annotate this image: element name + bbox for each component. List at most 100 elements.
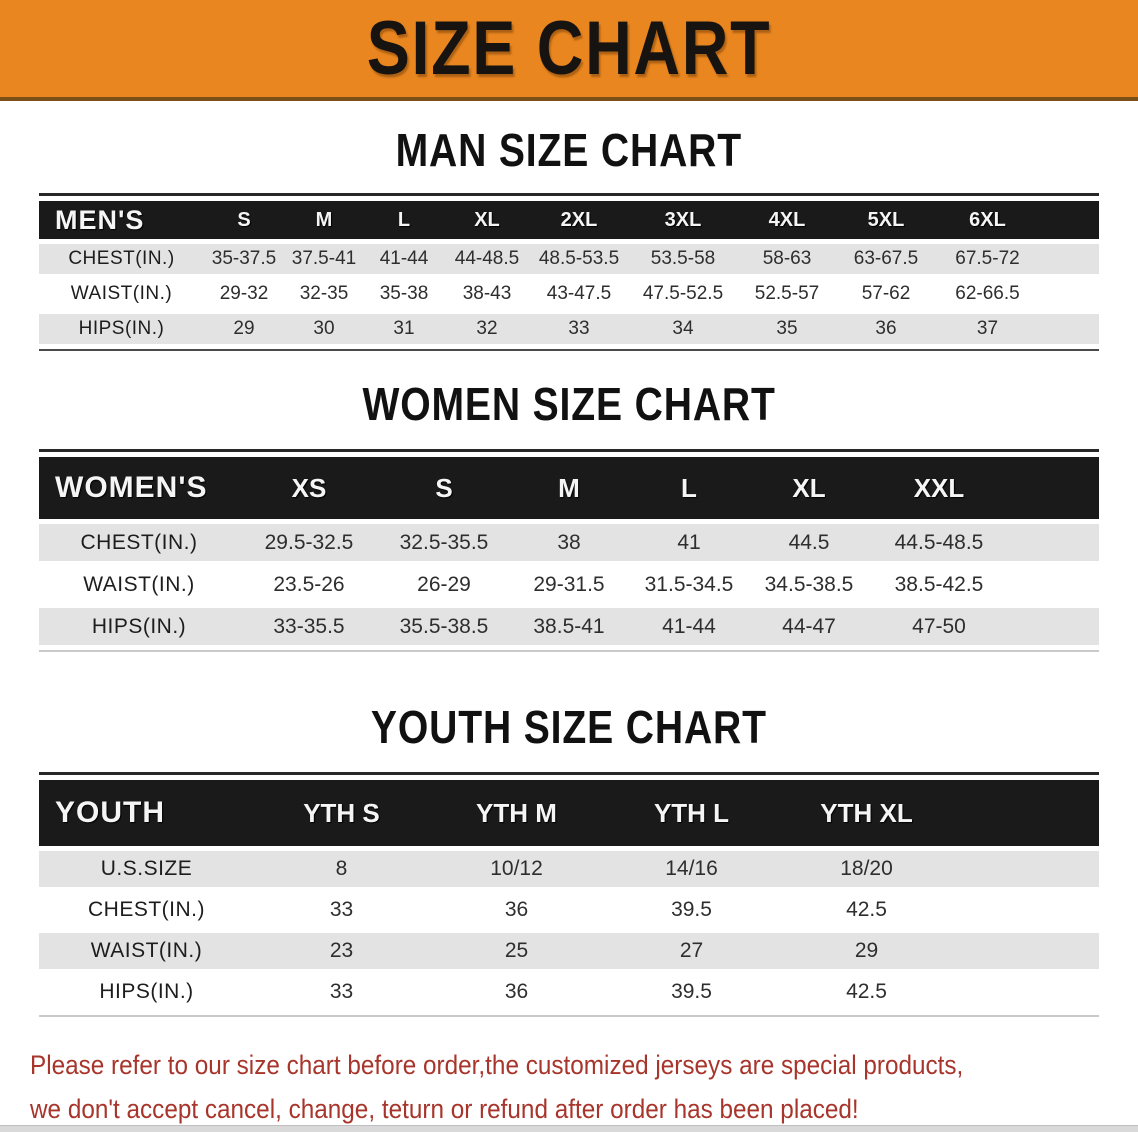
column-header: XL xyxy=(749,457,869,519)
row-label: U.S.SIZE xyxy=(39,851,254,887)
size-cell: 34.5-38.5 xyxy=(764,572,854,596)
size-cell: 67.5-72 xyxy=(936,244,1039,274)
header-filler xyxy=(1009,457,1099,519)
row-label: WAIST(IN.) xyxy=(70,283,173,304)
table-row: HIPS(IN.) 33-35.5 35.5-38.5 38.5-41 41-44 44-… xyxy=(39,608,1099,645)
size-cell: 63-67.5 xyxy=(836,244,936,274)
size-cell: 47.5-52.5 xyxy=(642,283,724,304)
table-top-border xyxy=(39,772,1099,775)
size-cell: 42.5 xyxy=(846,898,887,921)
size-cell: 44-47 xyxy=(749,608,869,645)
size-cell: 29-32 xyxy=(219,283,269,304)
size-cell: 26-29 xyxy=(417,572,471,596)
header-filler xyxy=(1039,201,1099,239)
size-cell: 33 xyxy=(530,314,628,344)
size-cell: 47-50 xyxy=(869,608,1009,645)
table-corner-label: MEN'S xyxy=(39,201,204,239)
banner-edge xyxy=(0,97,1138,101)
size-cell: 53.5-58 xyxy=(628,244,738,274)
row-label: WAIST(IN.) xyxy=(39,933,254,969)
size-cell: 39.5 xyxy=(671,980,712,1003)
size-cell: 38.5-42.5 xyxy=(894,572,984,596)
table-header-row: WOMEN'S XS S M L XL XXL xyxy=(39,457,1099,519)
notice-line-2: we don't accept cancel, change, teturn o… xyxy=(30,1094,859,1124)
table-row: WAIST(IN.) 29-32 32-35 35-38 38-43 43-47.5 47.… xyxy=(39,279,1099,309)
size-cell: 58-63 xyxy=(738,244,836,274)
column-header: YTH S xyxy=(254,780,429,846)
table-row: U.S.SIZE 8 10/12 14/16 18/20 xyxy=(39,851,1099,887)
banner: SIZE CHART xyxy=(0,0,1138,97)
size-cell: 44.5 xyxy=(749,524,869,561)
size-cell: 41-44 xyxy=(364,244,444,274)
table-row: WAIST(IN.) 23 25 27 29 xyxy=(39,933,1099,969)
column-header: 2XL xyxy=(530,201,628,239)
size-cell: 39.5 xyxy=(671,898,712,921)
column-header: XL xyxy=(444,201,530,239)
size-cell: 34 xyxy=(628,314,738,344)
header-filler xyxy=(954,780,1099,846)
size-cell: 38-43 xyxy=(462,283,512,304)
size-cell: 62-66.5 xyxy=(955,283,1020,304)
row-filler xyxy=(1039,244,1099,274)
row-filler xyxy=(954,974,1099,1010)
column-header: S xyxy=(204,201,284,239)
column-header: L xyxy=(364,201,444,239)
row-label: CHEST(IN.) xyxy=(39,244,204,274)
row-filler xyxy=(954,851,1099,887)
size-cell: 57-62 xyxy=(861,283,911,304)
row-label: HIPS(IN.) xyxy=(39,314,204,344)
section-title-men: MAN SIZE CHART xyxy=(395,124,743,176)
notice: Please refer to our size chart before or… xyxy=(30,1043,1138,1131)
size-cell: 33 xyxy=(329,898,354,921)
size-cell: 41 xyxy=(629,524,749,561)
women-size-table: WOMEN'S XS S M L XL XXL CHEST(IN.) 29.5-32.5 32.5… xyxy=(39,452,1099,650)
column-header: S xyxy=(379,457,509,519)
size-cell: 38 xyxy=(509,524,629,561)
youth-size-table-wrap: YOUTH YTH S YTH M YTH L YTH XL U.S.SIZE 8 10/12… xyxy=(39,772,1099,1017)
table-bottom-border xyxy=(39,349,1099,351)
column-header: 3XL xyxy=(628,201,738,239)
row-filler xyxy=(954,892,1099,928)
table-row: CHEST(IN.) 33 36 39.5 42.5 xyxy=(39,892,1099,928)
row-label: CHEST(IN.) xyxy=(88,898,205,921)
youth-size-table: YOUTH YTH S YTH M YTH L YTH XL U.S.SIZE 8 10/12… xyxy=(39,775,1099,1015)
size-cell: 29 xyxy=(204,314,284,344)
size-cell: 29 xyxy=(779,933,954,969)
size-cell: 27 xyxy=(604,933,779,969)
size-cell: 35 xyxy=(738,314,836,344)
size-cell: 10/12 xyxy=(429,851,604,887)
table-header-row: YOUTH YTH S YTH M YTH L YTH XL xyxy=(39,780,1099,846)
notice-line-1: Please refer to our size chart before or… xyxy=(30,1050,964,1080)
section-title-women: WOMEN SIZE CHART xyxy=(362,378,776,430)
size-cell: 42.5 xyxy=(846,980,887,1003)
size-cell: 23.5-26 xyxy=(273,572,345,596)
column-header: XXL xyxy=(869,457,1009,519)
size-cell: 36 xyxy=(504,898,529,921)
size-cell: 33 xyxy=(329,980,354,1003)
men-size-table: MEN'S S M L XL 2XL 3XL 4XL 5XL 6XL CHEST(IN.) 35-37… xyxy=(39,196,1099,349)
table-corner-label: YOUTH xyxy=(39,780,254,846)
men-size-table-wrap: MEN'S S M L XL 2XL 3XL 4XL 5XL 6XL CHEST(IN.) 35-37… xyxy=(39,193,1099,351)
size-cell: 32.5-35.5 xyxy=(379,524,509,561)
size-cell: 44-48.5 xyxy=(444,244,530,274)
row-filler xyxy=(954,933,1099,969)
size-cell: 29-31.5 xyxy=(533,572,605,596)
size-cell: 37.5-41 xyxy=(284,244,364,274)
row-label: CHEST(IN.) xyxy=(39,524,239,561)
row-filler xyxy=(1039,279,1099,309)
table-bottom-border xyxy=(39,1015,1099,1017)
size-cell: 43-47.5 xyxy=(546,283,612,304)
footer-strip xyxy=(0,1125,1138,1132)
table-top-border xyxy=(39,449,1099,452)
size-cell: 35-37.5 xyxy=(204,244,284,274)
table-row: CHEST(IN.) 35-37.5 37.5-41 41-44 44-48.5 48.5… xyxy=(39,244,1099,274)
size-cell: 32-35 xyxy=(299,283,349,304)
column-header: 5XL xyxy=(836,201,936,239)
size-cell: 35.5-38.5 xyxy=(379,608,509,645)
size-cell: 29.5-32.5 xyxy=(239,524,379,561)
column-header: XS xyxy=(239,457,379,519)
table-row: HIPS(IN.) 29 30 31 32 33 34 35 36 37 xyxy=(39,314,1099,344)
table-top-border xyxy=(39,193,1099,196)
size-cell: 44.5-48.5 xyxy=(869,524,1009,561)
